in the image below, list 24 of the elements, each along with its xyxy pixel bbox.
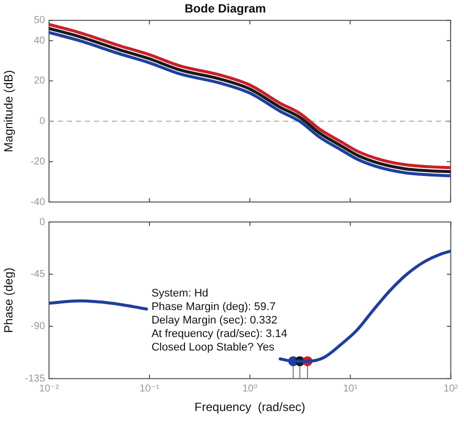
x-tick-label: 10¹ <box>343 383 358 394</box>
annotation: Phase Margin (deg): 59.7 <box>151 300 276 313</box>
annotation: At frequency (rad/sec): 3.14 <box>151 328 288 340</box>
annotation: Delay Margin (sec): 0.332 <box>151 314 278 326</box>
y-tick-label: 50 <box>34 15 46 26</box>
y-tick-label: -20 <box>30 156 46 168</box>
y-tick-label: 20 <box>34 76 46 87</box>
x-tick-label: 10⁻¹ <box>140 383 160 394</box>
y-tick-label: 40 <box>34 35 46 46</box>
y-tick-label: -90 <box>30 321 46 332</box>
y-axis-title: Magnitude (dB) <box>2 70 16 152</box>
y-tick-label: -45 <box>30 268 46 280</box>
x-tick-label: 10⁻² <box>39 383 60 394</box>
x-tick-label: 10² <box>444 383 459 394</box>
y-tick-label: 0 <box>39 216 46 228</box>
y-axis-title: Phase (deg) <box>2 268 16 333</box>
y-tick-label: -135 <box>24 373 46 384</box>
chart-title: Bode Diagram <box>184 2 266 16</box>
x-tick-label: 10⁰ <box>242 383 258 394</box>
y-tick-label: 0 <box>39 116 46 128</box>
annotation: Closed Loop Stable? Yes <box>151 341 275 354</box>
y-tick-label: -40 <box>30 196 46 208</box>
x-axis-title: Frequency (rad/sec) <box>194 400 306 414</box>
annotation: System: Hd <box>151 287 208 300</box>
